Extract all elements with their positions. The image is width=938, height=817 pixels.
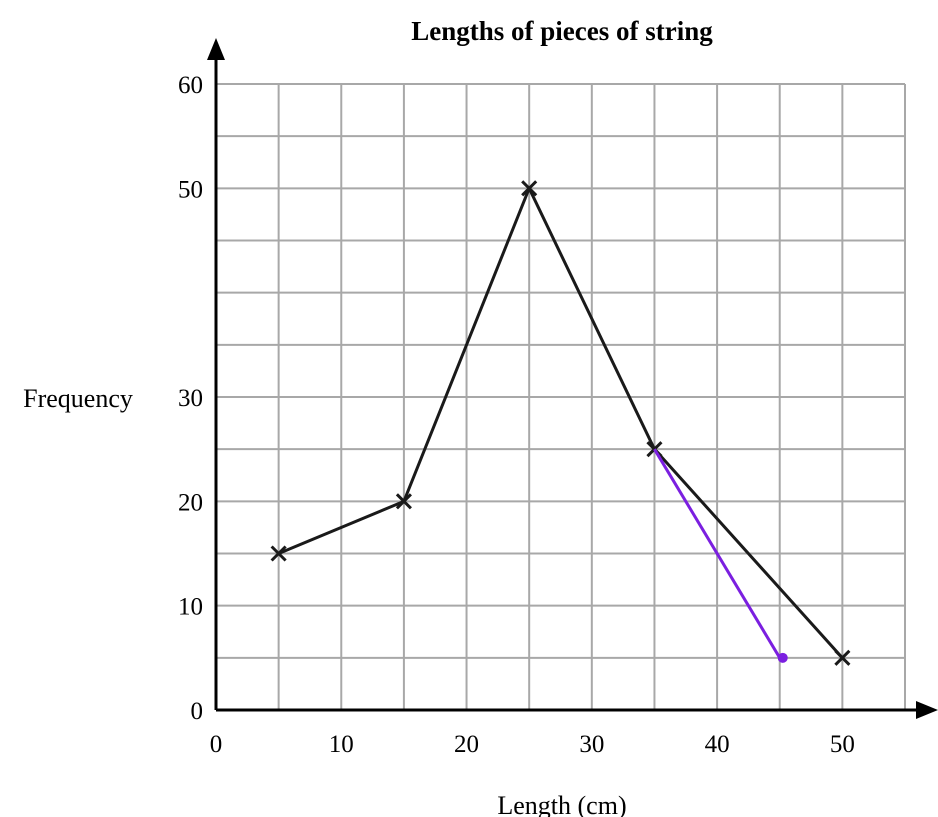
data-point-dot (777, 652, 788, 663)
x-tick-label: 40 (705, 731, 730, 758)
data-point-cross (395, 493, 412, 510)
y-axis-label: Frequency (23, 384, 133, 413)
x-tick-label: 30 (579, 731, 604, 758)
x-tick-label: 0 (210, 731, 223, 758)
series-line-2 (653, 448, 782, 659)
y-tick-label: 0 (191, 698, 204, 725)
y-tick-label: 10 (178, 594, 203, 621)
data-point-cross (270, 545, 287, 562)
x-tick-label: 10 (329, 731, 354, 758)
x-axis-label: Length (cm) (497, 791, 626, 817)
axes (207, 38, 938, 719)
series-line-1 (278, 186, 844, 659)
chart-title: Lengths of pieces of string (411, 16, 713, 46)
grid-lines (216, 83, 906, 710)
x-tick-label: 20 (454, 731, 479, 758)
tick-labels: 0 10 20 30 40 50 0 10 20 30 50 60 (178, 72, 855, 758)
x-axis-arrowhead (916, 701, 938, 719)
y-tick-label: 60 (178, 72, 203, 99)
data-series (270, 180, 851, 666)
data-point-cross (521, 180, 538, 197)
y-axis-arrowhead (207, 38, 225, 60)
y-tick-label: 50 (178, 176, 203, 203)
x-tick-label: 50 (830, 731, 855, 758)
y-tick-label: 30 (178, 385, 203, 412)
y-tick-label: 20 (178, 489, 203, 516)
data-point-cross (834, 649, 851, 666)
